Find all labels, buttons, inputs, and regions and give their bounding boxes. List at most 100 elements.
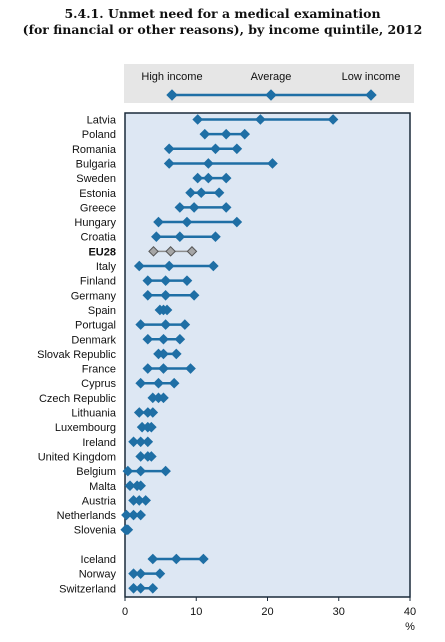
- marker-croatia-high: [151, 231, 162, 243]
- country-label-norway: Norway: [79, 569, 117, 581]
- country-label-lithuania: Lithuania: [71, 408, 117, 420]
- x-tick-label-10: 10: [190, 606, 202, 618]
- country-label-poland: Poland: [82, 129, 116, 141]
- marker-hungary-high: [153, 216, 164, 228]
- marker-sweden-high: [192, 172, 203, 184]
- country-label-belgium: Belgium: [76, 466, 116, 478]
- marker-slovak-republic-low: [170, 348, 182, 360]
- legend-label-average: Average: [251, 71, 292, 83]
- marker-denmark-high: [142, 333, 154, 345]
- country-label-slovak-republic: Slovak Republic: [37, 349, 116, 361]
- marker-finland-high: [142, 275, 154, 286]
- marker-switzerland-q2: [135, 582, 146, 594]
- country-label-netherlands: Netherlands: [57, 510, 117, 522]
- marker-greece-low: [220, 202, 232, 213]
- marker-italy-high: [133, 260, 145, 272]
- marker-finland-low: [181, 275, 193, 286]
- marker-belgium-q2: [135, 465, 146, 477]
- marker-greece-high: [174, 202, 186, 213]
- marker-czech-republic-low: [158, 392, 169, 404]
- marker-switzerland-high: [128, 582, 139, 594]
- marker-netherlands-low: [135, 509, 146, 521]
- marker-portugal-high: [135, 319, 146, 330]
- marker-france-high: [142, 363, 154, 374]
- marker-ireland-q2: [135, 436, 146, 448]
- country-label-denmark: Denmark: [71, 334, 116, 346]
- marker-united-kingdom-low: [146, 451, 157, 462]
- legend-label-high: High income: [141, 71, 202, 83]
- marker-denmark-q2: [158, 333, 169, 345]
- country-label-austria: Austria: [82, 495, 117, 507]
- marker-bulgaria-high: [163, 158, 175, 169]
- marker-belgium-high: [122, 465, 134, 477]
- marker-poland-low: [239, 128, 251, 140]
- marker-eu28-q2: [165, 246, 176, 257]
- marker-lithuania-high: [133, 407, 145, 418]
- marker-cyprus-q2: [153, 377, 164, 389]
- x-unit-label: %: [405, 621, 415, 633]
- marker-netherlands-high: [121, 509, 132, 521]
- marker-bulgaria-q2: [203, 158, 214, 169]
- marker-croatia-low: [210, 231, 221, 243]
- country-label-sweden: Sweden: [76, 173, 116, 185]
- marker-bulgaria-low: [267, 158, 278, 169]
- country-label-estonia: Estonia: [79, 188, 117, 200]
- x-tick-label-40: 40: [404, 606, 416, 618]
- marker-malta-high: [124, 480, 136, 492]
- marker-sweden-q2: [203, 172, 214, 184]
- marker-united-kingdom-high: [135, 451, 146, 462]
- x-tick-label-0: 0: [122, 606, 128, 618]
- chart-subtitle: (for financial or other reasons), by inc…: [22, 22, 423, 37]
- marker-slovak-republic-q2: [158, 348, 169, 360]
- marker-cyprus-low: [168, 377, 180, 389]
- marker-latvia-low: [327, 114, 339, 125]
- country-label-united-kingdom: United Kingdom: [38, 451, 116, 463]
- country-label-cyprus: Cyprus: [81, 378, 116, 390]
- marker-netherlands-q2: [128, 509, 139, 521]
- country-label-spain: Spain: [88, 305, 116, 317]
- marker-belgium-low: [160, 465, 171, 477]
- legend-label-low: Low income: [342, 71, 401, 83]
- country-label-iceland: Iceland: [81, 554, 116, 566]
- country-label-germany: Germany: [71, 290, 117, 302]
- country-label-luxembourg: Luxembourg: [55, 422, 116, 434]
- marker-estonia-low: [213, 187, 225, 199]
- marker-finland-q2: [160, 275, 171, 286]
- legend-marker-high: [166, 89, 178, 101]
- marker-croatia-q2: [174, 231, 186, 243]
- marker-malta-low: [135, 480, 146, 492]
- country-label-czech-republic: Czech Republic: [39, 393, 117, 405]
- marker-eu28-high: [148, 246, 159, 257]
- marker-greece-q2: [188, 202, 200, 213]
- marker-poland-q2: [220, 128, 232, 140]
- country-label-latvia: Latvia: [87, 115, 117, 127]
- marker-norway-high: [128, 568, 139, 579]
- country-label-croatia: Croatia: [81, 232, 117, 244]
- marker-france-q2: [158, 363, 169, 374]
- country-label-hungary: Hungary: [74, 217, 116, 229]
- marker-denmark-low: [174, 333, 186, 345]
- marker-austria-low: [140, 495, 151, 506]
- marker-norway-low: [154, 568, 166, 579]
- marker-sweden-low: [220, 172, 232, 184]
- marker-germany-q2: [160, 289, 171, 301]
- x-tick-label-20: 20: [261, 606, 273, 618]
- x-tick-label-30: 30: [333, 606, 345, 618]
- marker-switzerland-low: [147, 582, 159, 594]
- marker-iceland-low: [198, 553, 209, 565]
- country-label-ireland: Ireland: [82, 437, 116, 449]
- marker-slovenia-low: [122, 524, 134, 536]
- marker-romania-high: [163, 143, 175, 155]
- marker-germany-high: [142, 289, 154, 301]
- legend-marker-low: [365, 89, 377, 101]
- country-label-bulgaria: Bulgaria: [76, 158, 117, 170]
- country-label-slovenia: Slovenia: [74, 525, 117, 537]
- legend-marker-average: [265, 89, 277, 101]
- marker-estonia-q2: [195, 187, 207, 199]
- country-label-italy: Italy: [96, 261, 117, 273]
- marker-lithuania-low: [147, 407, 159, 418]
- marker-cyprus-high: [135, 377, 146, 389]
- marker-italy-q2: [163, 260, 175, 272]
- country-label-romania: Romania: [72, 144, 117, 156]
